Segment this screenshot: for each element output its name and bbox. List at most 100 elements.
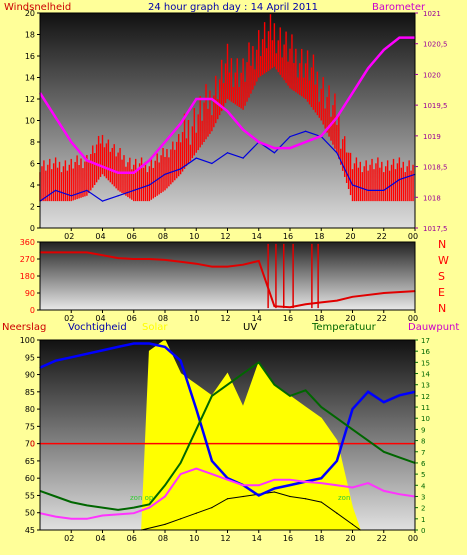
temperature-line-point [289, 395, 291, 397]
time-tick-label: 10 [189, 534, 199, 543]
y-tick-label: 20 [25, 9, 35, 18]
temperature-line-point [242, 372, 244, 375]
barometer-line-point [133, 172, 135, 174]
barometer-line-point [258, 141, 260, 143]
y-tick-label: 45 [25, 526, 35, 535]
dewpoint-line-point [367, 482, 369, 484]
time-tick-label: 02 [64, 534, 74, 543]
wind-axis-title: Windsnelheid [4, 2, 71, 13]
uv-line-point [273, 491, 275, 493]
temperature-line-point [367, 439, 369, 442]
temperature-line-point [148, 503, 150, 505]
humidity-line-point [148, 342, 150, 345]
dewpoint-line-point [133, 512, 135, 514]
time-tick-label: 20 [345, 232, 355, 241]
barometer-line-point [211, 98, 213, 100]
plot-area-2 [40, 242, 415, 310]
sunset-label: zon [338, 494, 350, 502]
y-tick-label: 270 [20, 255, 35, 264]
dewpoint-line-point [336, 484, 338, 486]
humidity-legend: Vochtigheid [68, 322, 127, 333]
humidity-line-point [55, 360, 57, 362]
wind-direction-line-point [164, 259, 166, 261]
dewpoint-line-point [258, 484, 260, 486]
dewpoint-line-point [226, 479, 229, 481]
y2-tick-label: 1017,5 [423, 225, 448, 233]
time-tick-label: 02 [64, 232, 74, 241]
uv-line-point [305, 498, 307, 500]
temperature-line-point [226, 384, 229, 386]
wind-average-line-point [351, 184, 354, 186]
dewpoint-line-point [398, 493, 400, 495]
uv-line-point [180, 518, 182, 520]
time-tick-label: 16 [283, 534, 293, 543]
wind-direction-line-point [242, 264, 244, 266]
time-tick-label: 00 [408, 534, 418, 543]
y-tick-label: 0 [30, 224, 35, 233]
y-tick-label: 360 [20, 238, 35, 247]
wind-average-line-point [305, 130, 307, 132]
wind-average-line-point [164, 173, 166, 175]
y-tick-label: 8 [30, 138, 35, 147]
wind-average-line-point [117, 195, 119, 197]
y2-tick-label: 12 [421, 393, 430, 401]
y-tick-label: 0 [30, 306, 35, 315]
temperature-line-point [55, 495, 57, 498]
y2-tick-label: 0 [421, 527, 425, 535]
time-tick-label: 22 [377, 232, 387, 241]
wind-direction-line-point [273, 305, 275, 307]
time-tick-label: 02 [64, 314, 74, 323]
dewpoint-line-point [180, 473, 182, 475]
time-tick-label: 04 [95, 534, 105, 543]
wind-direction-line [40, 251, 416, 309]
uv-line-point [226, 498, 229, 500]
time-tick-label: 04 [95, 232, 105, 241]
y-tick-label: 14 [25, 74, 35, 83]
barometer-line-point [117, 172, 119, 174]
humidity-line-point [258, 494, 260, 497]
y2-tick-label: 14 [421, 371, 430, 379]
y2-tick-label: 5 [421, 471, 425, 479]
time-tick-label: 06 [127, 232, 137, 241]
page-title: 24 hour graph day : 14 April 2011 [148, 2, 318, 13]
humidity-line-point [164, 346, 166, 348]
barometer-line-point [320, 135, 322, 137]
y-tick-label: 50 [25, 509, 35, 518]
time-tick-label: 16 [283, 314, 293, 323]
wind-direction-line-point [195, 263, 197, 265]
time-tick-label: 18 [314, 314, 324, 323]
y-tick-label: 75 [25, 422, 35, 431]
y2-tick-label: 1020 [423, 71, 441, 79]
wind-direction-line-point [70, 251, 72, 253]
humidity-line-point [289, 484, 291, 486]
time-tick-label: 00 [408, 232, 418, 241]
humidity-line-point [383, 401, 385, 403]
humidity-line-point [117, 346, 119, 348]
temperature-line-point [211, 395, 213, 397]
barometer-line-point [383, 49, 385, 51]
barometer-line-point [164, 141, 166, 143]
time-tick-label: 14 [252, 314, 262, 323]
y-tick-label: 55 [25, 491, 35, 500]
time-tick-label: 16 [283, 232, 293, 241]
barometer-line-point [86, 159, 88, 162]
barometer-line-point [273, 147, 275, 149]
uv-line-point [242, 495, 244, 498]
barometer-line-point [336, 116, 338, 119]
temperature-line-point [70, 501, 72, 503]
y2-tick-label: 6 [421, 460, 426, 468]
dewpoint-line-point [70, 518, 72, 520]
temperature-line-point [258, 361, 260, 363]
dewpoint-line-point [320, 482, 322, 484]
y-tick-label: 70 [25, 440, 35, 449]
y-tick-label: 80 [25, 405, 35, 414]
y2-tick-label: 1020,5 [423, 41, 448, 49]
uv-legend: UV [243, 322, 257, 333]
y-tick-label: 85 [25, 388, 35, 397]
time-tick-label: 20 [345, 534, 355, 543]
wind-direction-line-point [320, 301, 322, 304]
dewpoint-line-point [101, 514, 104, 517]
humidity-line-point [86, 353, 88, 355]
compass-label: S [438, 270, 445, 283]
wind-average-line-point [195, 157, 197, 159]
